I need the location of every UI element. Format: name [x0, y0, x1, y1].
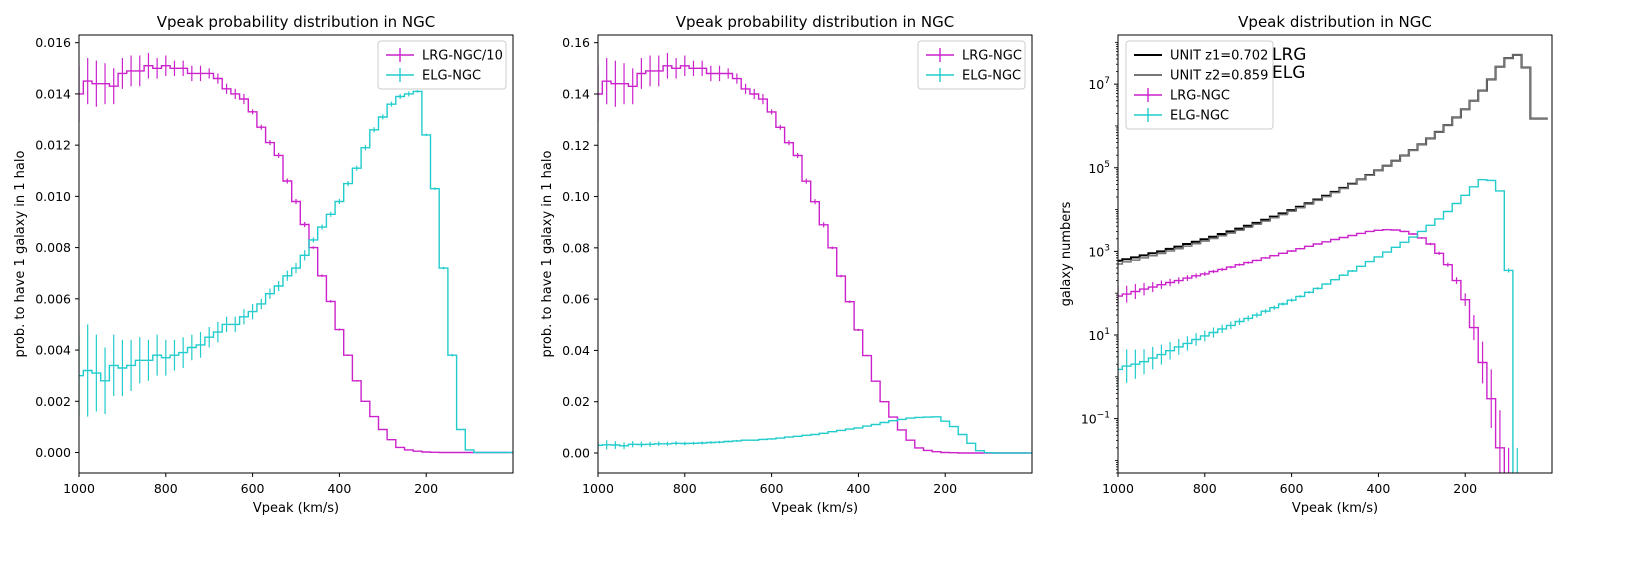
- y-tick-base: 10: [1088, 244, 1104, 259]
- legend-entry: LRG-NGC: [962, 49, 1022, 64]
- y-tick-label: 0.002: [35, 394, 71, 409]
- x-tick-label: 200: [933, 481, 957, 496]
- x-tick-label: 1000: [1102, 481, 1134, 496]
- y-tick-label: 105: [1088, 160, 1110, 176]
- series-line-0: [79, 65, 509, 454]
- x-tick-label: 800: [154, 481, 178, 496]
- y-tick-label: 10−1: [1081, 411, 1110, 427]
- y-tick-label: 0.008: [35, 240, 71, 255]
- legend: LRG-NGC/10 ELG-NGC: [377, 40, 507, 90]
- legend: UNIT z1=0.702 UNIT z2=0.859 LRG-NGC ELG-NGC: [1125, 40, 1274, 130]
- x-tick-label: 400: [846, 481, 870, 496]
- y-tick-label: 107: [1088, 76, 1110, 92]
- y-tick-base: 10: [1081, 412, 1097, 427]
- x-tick-label: 600: [241, 481, 265, 496]
- annotation-elg: ELG: [1272, 63, 1305, 83]
- series-line-1: [1118, 54, 1548, 265]
- y-tick-exponent: 7: [1104, 76, 1110, 86]
- x-axis-label: Vpeak (km/s): [1292, 501, 1378, 516]
- y-tick-label: 0.016: [35, 35, 71, 50]
- series-line-3: [1118, 179, 1514, 473]
- x-tick-label: 800: [1193, 481, 1217, 496]
- y-axis-label: prob. to have 1 galaxy in 1 halo: [13, 151, 28, 358]
- plot-area: [598, 52, 1032, 454]
- legend-box: [377, 40, 507, 90]
- x-tick-label: 600: [760, 481, 784, 496]
- annotation-lrg: LRG: [1272, 45, 1306, 65]
- y-tick-label: 0.00: [562, 445, 590, 460]
- x-axis-label: Vpeak (km/s): [772, 501, 858, 516]
- x-tick-label: 1000: [582, 481, 614, 496]
- legend-entry: UNIT z2=0.859: [1170, 69, 1268, 84]
- legend-entry: ELG-NGC: [962, 69, 1021, 84]
- y-tick-label: 103: [1088, 243, 1110, 259]
- y-tick-label: 0.08: [562, 240, 590, 255]
- chart-title: Vpeak distribution in NGC: [1238, 13, 1432, 31]
- legend-entry: LRG-NGC/10: [422, 49, 503, 64]
- plot-frame: [1117, 34, 1553, 474]
- legend-entry: ELG-NGC: [1170, 109, 1229, 124]
- y-tick-base: 10: [1088, 161, 1104, 176]
- y-tick-exponent: −1: [1097, 411, 1110, 421]
- plot-area: [79, 52, 513, 454]
- y-tick-label: 0.004: [35, 343, 71, 358]
- y-tick-label: 0.006: [35, 291, 71, 306]
- x-tick-label: 1000: [63, 481, 95, 496]
- legend-entry: ELG-NGC: [422, 69, 481, 84]
- y-tick-label: 0.06: [562, 292, 590, 307]
- y-tick-label: 0.10: [562, 189, 590, 204]
- legend-box: [1125, 40, 1274, 130]
- y-tick-label: 0.012: [35, 138, 71, 153]
- chart-title: Vpeak probability distribution in NGC: [157, 13, 435, 31]
- y-tick-label: 0.02: [562, 394, 590, 409]
- series-line-1: [598, 416, 1028, 454]
- y-tick-label: 0.000: [35, 445, 71, 460]
- x-tick-label: 200: [414, 481, 438, 496]
- y-axis-label: prob. to have 1 galaxy in 1 halo: [540, 151, 555, 358]
- plot-frame: [78, 34, 514, 474]
- x-tick-label: 200: [1453, 481, 1477, 496]
- series-line-1: [79, 90, 509, 454]
- y-tick-label: 0.04: [562, 343, 590, 358]
- y-axis-label: galaxy numbers: [1059, 201, 1074, 306]
- y-tick-base: 10: [1088, 328, 1104, 343]
- y-tick-exponent: 1: [1104, 327, 1110, 337]
- plot-area: [1118, 53, 1548, 473]
- legend: LRG-NGC ELG-NGC: [917, 40, 1026, 90]
- y-tick-exponent: 3: [1104, 243, 1110, 253]
- legend-entry: LRG-NGC: [1170, 89, 1230, 104]
- x-tick-label: 400: [327, 481, 351, 496]
- chart-panel-1: Vpeak probability distribution in NGC Vpe…: [13, 13, 514, 516]
- y-tick-label: 0.014: [35, 86, 71, 101]
- x-tick-label: 400: [1366, 481, 1390, 496]
- plot-frame: [597, 34, 1033, 474]
- series-line-0: [598, 65, 1028, 454]
- y-tick-exponent: 5: [1104, 160, 1110, 170]
- y-tick-label: 0.12: [562, 138, 590, 153]
- y-tick-label: 0.16: [562, 35, 590, 50]
- legend-box: [917, 40, 1026, 90]
- y-tick-label: 0.010: [35, 189, 71, 204]
- x-axis-label: Vpeak (km/s): [253, 501, 339, 516]
- series-line-2: [1118, 229, 1505, 473]
- chart-panel-2: Vpeak probability distribution in NGC Vpe…: [540, 13, 1033, 516]
- legend-entry: UNIT z1=0.702: [1170, 49, 1268, 64]
- chart-title: Vpeak probability distribution in NGC: [676, 13, 954, 31]
- y-tick-label: 101: [1088, 327, 1110, 343]
- chart-panel-3: Vpeak distribution in NGC Vpeak (km/s) gal…: [1059, 13, 1553, 516]
- x-tick-label: 800: [673, 481, 697, 496]
- y-tick-label: 0.14: [562, 86, 590, 101]
- y-tick-base: 10: [1088, 77, 1104, 92]
- x-tick-label: 600: [1280, 481, 1304, 496]
